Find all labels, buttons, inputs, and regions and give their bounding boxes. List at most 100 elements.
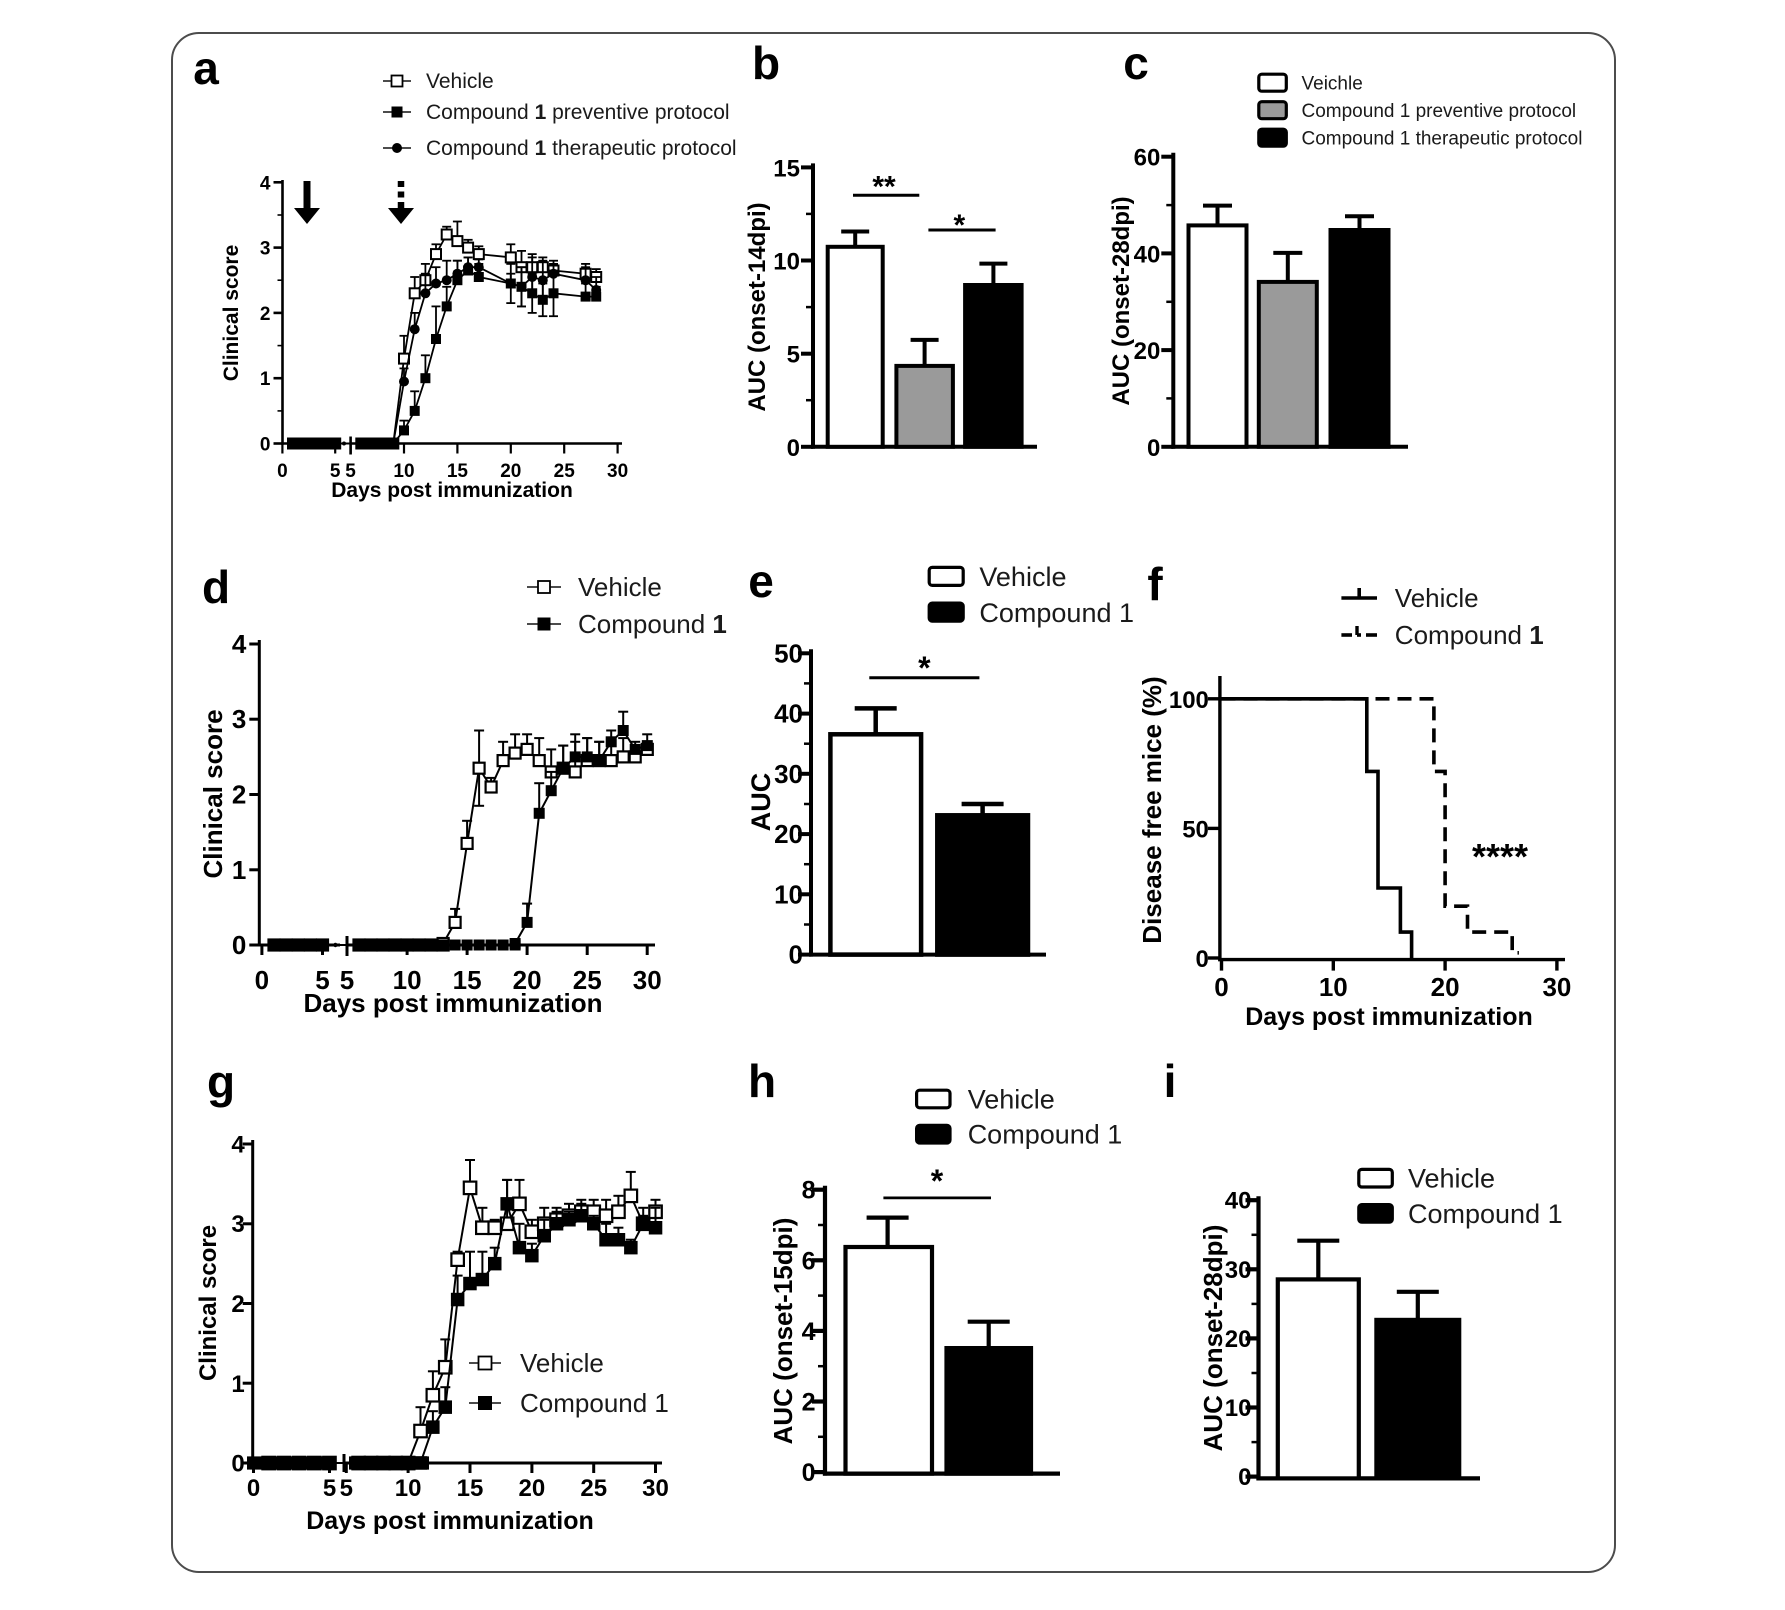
svg-text:*: * (918, 650, 931, 686)
svg-text:f: f (1147, 558, 1163, 610)
svg-text:AUC: AUC (746, 773, 776, 832)
svg-text:**: ** (872, 171, 896, 204)
svg-text:1: 1 (260, 369, 271, 390)
svg-text:Compound 1 therapeutic protoco: Compound 1 therapeutic protocol (1302, 129, 1583, 150)
svg-text:15: 15 (773, 155, 800, 182)
svg-text:Veichle: Veichle (1302, 74, 1363, 95)
svg-text:2: 2 (232, 780, 246, 810)
svg-text:0: 0 (247, 1475, 260, 1502)
svg-text:Vehicle: Vehicle (979, 562, 1066, 592)
svg-text:0: 0 (260, 435, 271, 456)
svg-text:0: 0 (232, 930, 246, 960)
svg-text:c: c (1123, 37, 1149, 89)
svg-text:Days post immunization: Days post immunization (306, 1507, 594, 1535)
svg-text:Days post immunization: Days post immunization (303, 988, 602, 1018)
svg-text:0: 0 (787, 435, 800, 462)
svg-text:40: 40 (1134, 241, 1161, 268)
svg-text:0: 0 (277, 461, 288, 482)
svg-text:0: 0 (789, 940, 803, 970)
svg-text:5: 5 (340, 1475, 353, 1502)
svg-text:4: 4 (232, 629, 247, 659)
svg-text:0: 0 (1214, 972, 1228, 1002)
svg-text:Vehicle: Vehicle (968, 1085, 1055, 1115)
svg-text:d: d (202, 561, 230, 613)
svg-text:30: 30 (642, 1475, 669, 1502)
svg-text:25: 25 (573, 965, 602, 995)
svg-text:6: 6 (802, 1247, 816, 1275)
svg-text:30: 30 (607, 461, 628, 482)
svg-text:4: 4 (260, 173, 271, 194)
svg-text:10: 10 (393, 461, 414, 482)
svg-text:AUC (onset-14dpi): AUC (onset-14dpi) (744, 202, 771, 411)
svg-text:10: 10 (1225, 1395, 1252, 1422)
svg-text:30: 30 (774, 759, 803, 789)
svg-text:AUC (onset-28dpi): AUC (onset-28dpi) (1198, 1225, 1228, 1452)
svg-text:Vehicle: Vehicle (426, 70, 494, 93)
svg-text:50: 50 (774, 638, 803, 668)
svg-text:3: 3 (231, 1211, 244, 1238)
svg-text:30: 30 (1542, 972, 1571, 1002)
svg-text:e: e (748, 555, 774, 607)
svg-text:a: a (193, 42, 219, 94)
svg-text:15: 15 (457, 1475, 484, 1502)
svg-text:0: 0 (802, 1459, 816, 1487)
svg-text:2: 2 (231, 1291, 244, 1318)
svg-text:Compound 1: Compound 1 (968, 1120, 1123, 1150)
svg-text:2: 2 (802, 1389, 816, 1417)
svg-text:Compound 1: Compound 1 (520, 1388, 669, 1418)
svg-text:Days post immunization: Days post immunization (1245, 1003, 1533, 1031)
svg-text:b: b (752, 37, 780, 89)
svg-text:0: 0 (1238, 1464, 1251, 1491)
svg-text:Compound 1 therapeutic protoco: Compound 1 therapeutic protocol (426, 137, 737, 160)
svg-text:10: 10 (773, 249, 800, 276)
svg-text:0: 0 (1147, 435, 1160, 462)
svg-text:10: 10 (395, 1475, 422, 1502)
svg-text:Compound 1 preventive protocol: Compound 1 preventive protocol (1302, 101, 1577, 122)
svg-text:20: 20 (519, 1475, 546, 1502)
svg-text:5: 5 (315, 965, 329, 995)
svg-text:20: 20 (1134, 338, 1161, 365)
svg-text:0: 0 (255, 965, 269, 995)
svg-text:5: 5 (787, 342, 800, 369)
svg-text:40: 40 (1225, 1188, 1252, 1215)
svg-text:Clinical score: Clinical score (195, 1225, 222, 1381)
svg-text:10: 10 (393, 965, 422, 995)
svg-text:10: 10 (1319, 972, 1348, 1002)
svg-text:3: 3 (260, 239, 271, 260)
svg-text:AUC (onset-15dpi): AUC (onset-15dpi) (768, 1218, 798, 1445)
svg-text:i: i (1164, 1055, 1177, 1107)
svg-text:Clinical score: Clinical score (220, 245, 243, 382)
svg-text:8: 8 (802, 1177, 816, 1205)
svg-text:25: 25 (554, 461, 576, 482)
svg-text:Vehicle: Vehicle (578, 572, 662, 602)
svg-text:Vehicle: Vehicle (1408, 1164, 1495, 1194)
svg-text:****: **** (1472, 836, 1528, 877)
svg-text:2: 2 (260, 304, 271, 325)
svg-text:Compound 1: Compound 1 (979, 598, 1134, 628)
svg-text:*: * (931, 1163, 944, 1199)
svg-text:Compound 1: Compound 1 (1395, 620, 1544, 650)
svg-text:0: 0 (231, 1451, 244, 1478)
svg-text:50: 50 (1182, 816, 1209, 843)
svg-text:4: 4 (802, 1318, 816, 1346)
svg-text:60: 60 (1134, 145, 1161, 172)
svg-text:5: 5 (340, 965, 354, 995)
svg-text:Compound 1 preventive protocol: Compound 1 preventive protocol (426, 101, 730, 124)
svg-text:AUC (onset-28dpi): AUC (onset-28dpi) (1108, 196, 1135, 405)
svg-text:Vehicle: Vehicle (520, 1348, 604, 1378)
svg-text:3: 3 (232, 704, 246, 734)
svg-text:Disease free mice (%): Disease free mice (%) (1137, 676, 1167, 943)
svg-text:Days post immunization: Days post immunization (331, 479, 573, 502)
svg-text:h: h (748, 1055, 776, 1107)
svg-text:1: 1 (232, 855, 246, 885)
svg-text:30: 30 (633, 965, 662, 995)
svg-text:0: 0 (1196, 946, 1209, 973)
svg-text:20: 20 (1431, 972, 1460, 1002)
svg-text:15: 15 (453, 965, 482, 995)
svg-text:5: 5 (345, 461, 356, 482)
svg-text:5: 5 (330, 461, 341, 482)
svg-text:5: 5 (323, 1475, 336, 1502)
svg-text:*: * (954, 209, 966, 242)
svg-text:20: 20 (513, 965, 542, 995)
svg-text:Compound 1: Compound 1 (578, 609, 727, 639)
